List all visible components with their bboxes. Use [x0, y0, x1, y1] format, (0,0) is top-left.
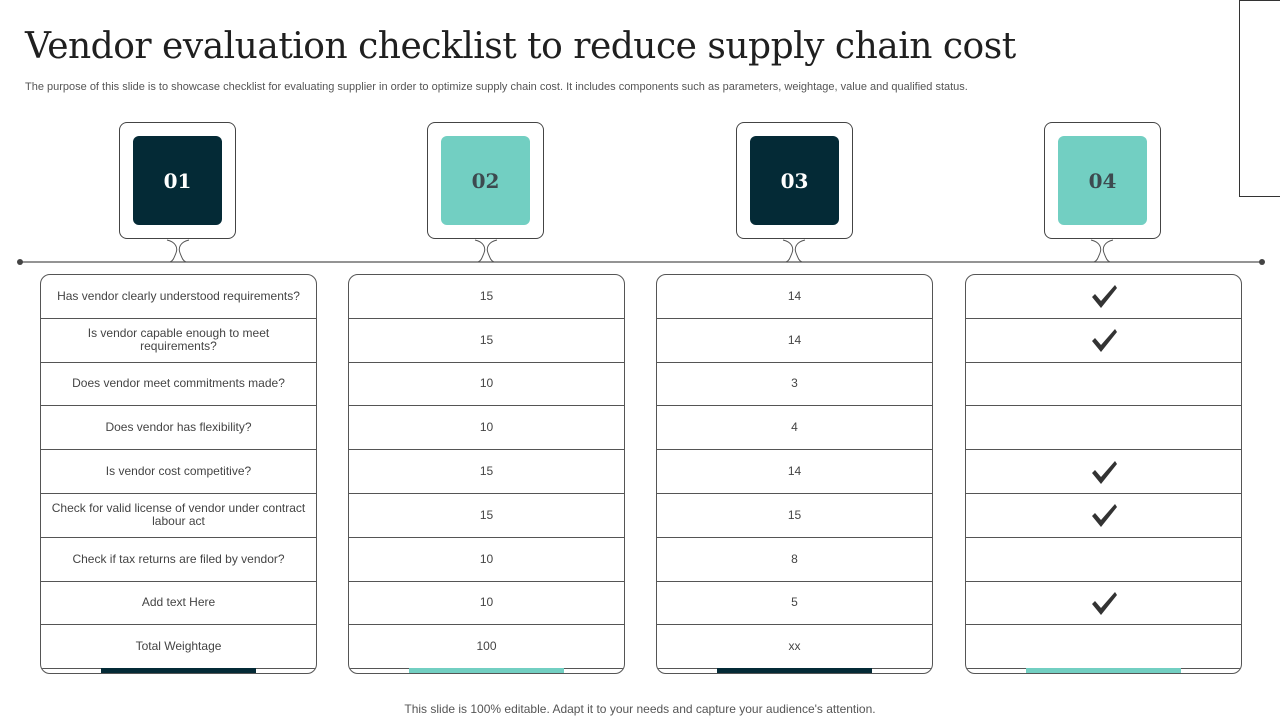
page-subtitle: The purpose of this slide is to showcase… [25, 81, 968, 93]
value-cell: 5 [657, 582, 932, 626]
weightage-cell: 10 [349, 363, 624, 407]
parameter-cell: Add text Here [41, 582, 316, 626]
qualified-cell [966, 450, 1241, 494]
accent-bar [717, 668, 872, 673]
step-badge-02: 02 [427, 122, 544, 239]
checkmark-icon [1091, 329, 1117, 353]
timeline-start-dot [17, 259, 23, 265]
weightage-total-cell: 100 [349, 625, 624, 670]
weightage-cell: 15 [349, 450, 624, 494]
page-title: Vendor evaluation checklist to reduce su… [25, 26, 1016, 67]
value-cell: 3 [657, 363, 932, 407]
timeline [17, 239, 1265, 265]
value-cell: 15 [657, 494, 932, 538]
qualified-cell [966, 494, 1241, 538]
value-cell: 8 [657, 538, 932, 582]
qualified-column [965, 274, 1242, 674]
parameter-cell: Check if tax returns are filed by vendor… [41, 538, 316, 582]
badge-label: 04 [1058, 136, 1147, 225]
parameter-cell: Has vendor clearly understood requiremen… [41, 275, 316, 319]
badge-label: 03 [750, 136, 839, 225]
value-total-cell: xx [657, 625, 932, 670]
connector-04 [1090, 239, 1114, 263]
parameters-column: Has vendor clearly understood requiremen… [40, 274, 317, 674]
weightage-cell: 10 [349, 538, 624, 582]
qualified-cell [966, 363, 1241, 407]
qualified-cell [966, 319, 1241, 363]
qualified-cell [966, 275, 1241, 319]
value-cell: 14 [657, 319, 932, 363]
timeline-end-dot [1259, 259, 1265, 265]
weightage-cell: 10 [349, 582, 624, 626]
weightage-cell: 10 [349, 406, 624, 451]
parameter-cell: Is vendor cost competitive? [41, 450, 316, 494]
badge-label: 01 [133, 136, 222, 225]
parameter-cell: Check for valid license of vendor under … [41, 494, 316, 538]
parameter-cell: Is vendor capable enough to meet require… [41, 319, 316, 363]
value-cell: 14 [657, 450, 932, 494]
value-cell: 14 [657, 275, 932, 319]
checkmark-icon [1091, 504, 1117, 528]
weightage-cell: 15 [349, 275, 624, 319]
connector-02 [474, 239, 498, 263]
value-column: 14 14 3 4 14 15 8 5 xx [656, 274, 933, 674]
parameter-cell: Does vendor has flexibility? [41, 406, 316, 451]
corner-frame [1239, 0, 1280, 197]
connector-01 [166, 239, 190, 263]
badge-label: 02 [441, 136, 530, 225]
accent-bar [1026, 668, 1181, 673]
qualified-cell [966, 582, 1241, 626]
weightage-column: 15 15 10 10 15 15 10 10 100 [348, 274, 625, 674]
weightage-cell: 15 [349, 319, 624, 363]
checkmark-icon [1091, 285, 1117, 309]
parameter-total-cell: Total Weightage [41, 625, 316, 670]
step-badge-01: 01 [119, 122, 236, 239]
qualified-cell [966, 538, 1241, 582]
qualified-cell [966, 625, 1241, 670]
step-badge-04: 04 [1044, 122, 1161, 239]
step-badge-03: 03 [736, 122, 853, 239]
checkmark-icon [1091, 460, 1117, 484]
accent-bar [409, 668, 564, 673]
footer-note: This slide is 100% editable. Adapt it to… [404, 702, 876, 716]
accent-bar [101, 668, 256, 673]
checkmark-icon [1091, 591, 1117, 615]
qualified-cell [966, 406, 1241, 451]
weightage-cell: 15 [349, 494, 624, 538]
connector-03 [782, 239, 806, 263]
parameter-cell: Does vendor meet commitments made? [41, 363, 316, 407]
value-cell: 4 [657, 406, 932, 451]
